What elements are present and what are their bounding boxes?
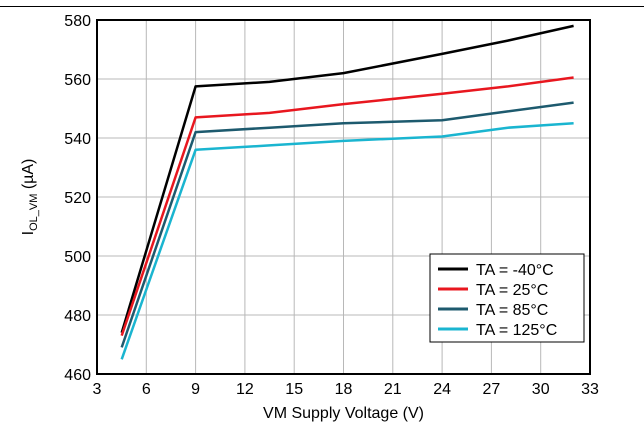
x-tick-label: 18 [335, 381, 353, 398]
x-tick-label: 3 [93, 381, 102, 398]
series-lines [120, 24, 574, 360]
x-tick-label: 21 [384, 381, 402, 398]
x-tick-label: 33 [581, 381, 599, 398]
y-tick-label: 560 [64, 72, 91, 89]
series-line [120, 101, 574, 348]
legend-label: TA = 85°C [476, 302, 548, 319]
y-tick-label: 520 [64, 190, 91, 207]
y-axis-label: IOL_VM (µA) [20, 159, 40, 236]
series-line [120, 24, 574, 334]
y-axis-label-unit: (µA) [20, 159, 37, 194]
legend-label: TA = -40°C [476, 262, 554, 279]
plot-frame [96, 19, 591, 375]
x-tick-label: 15 [285, 381, 303, 398]
y-tick-label: 460 [64, 367, 91, 384]
x-tick-label: 6 [142, 381, 151, 398]
y-tick-label: 500 [64, 249, 91, 266]
legend-label: TA = 125°C [476, 322, 557, 339]
legend: TA = -40°C TA = 25°C TA = 85°C TA = 125°C [429, 253, 585, 343]
x-tick-label: 24 [433, 381, 451, 398]
series-line [120, 76, 574, 337]
y-axis-label-main: I [20, 231, 37, 235]
x-tick-label: 30 [532, 381, 550, 398]
legend-label: TA = 25°C [476, 282, 548, 299]
y-axis-label-subscript: OL_VM [28, 194, 40, 231]
y-tick-label: 580 [64, 13, 91, 30]
series-line [120, 122, 574, 360]
x-axis-label: VM Supply Voltage (V) [263, 405, 424, 422]
x-tick-label: 12 [236, 381, 254, 398]
x-tick-label: 9 [191, 381, 200, 398]
x-axis-ticks: 3 6 9 12 15 18 21 24 27 30 33 [93, 381, 599, 398]
grid [97, 20, 590, 374]
y-tick-label: 480 [64, 308, 91, 325]
x-tick-label: 27 [483, 381, 501, 398]
y-tick-label: 540 [64, 131, 91, 148]
y-axis-ticks: 460 480 500 520 540 560 580 [64, 13, 91, 384]
